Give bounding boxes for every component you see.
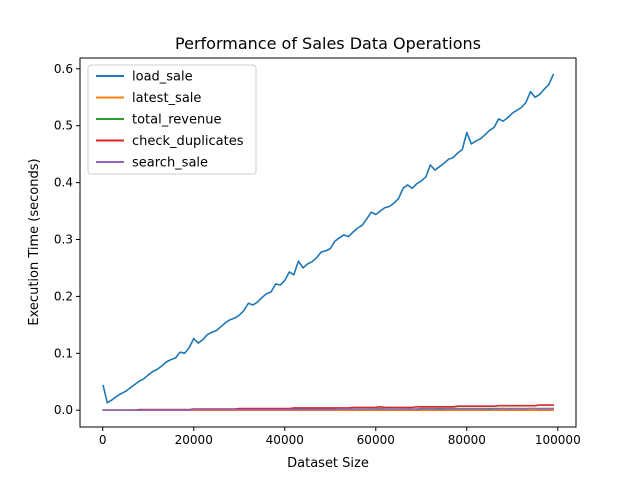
legend-box <box>87 64 257 175</box>
y-axis-label: Execution Time (seconds) <box>27 158 42 325</box>
legend-label-total-revenue: total_revenue <box>132 113 221 128</box>
legend: load_sale latest_sale total_revenue check_d… <box>87 64 257 175</box>
y-tick-label: 0.5 <box>54 119 73 133</box>
y-tick-label: 0.2 <box>54 289 73 303</box>
series-line-search-sale <box>102 407 555 412</box>
y-axis-ticks: 0.0 0.1 0.2 0.3 0.4 0.5 0.6 <box>54 62 80 417</box>
x-tick-label: 40000 <box>266 433 304 447</box>
x-tick-label: 0 <box>99 433 107 447</box>
y-tick-label: 0.6 <box>54 62 73 76</box>
legend-items: load_sale latest_sale total_revenue check_d… <box>96 70 244 171</box>
chart-title: Performance of Sales Data Operations <box>175 34 481 53</box>
y-tick-label: 0.0 <box>54 403 73 417</box>
x-tick-label: 80000 <box>448 433 486 447</box>
y-tick-label: 0.3 <box>54 233 73 247</box>
series-line-load-sale <box>102 73 555 404</box>
plot-lines <box>102 73 555 412</box>
legend-label-check-duplicates: check_duplicates <box>132 134 244 149</box>
legend-label-latest-sale: latest_sale <box>132 91 201 106</box>
y-tick-label: 0.4 <box>54 176 73 190</box>
legend-label-load-sale: load_sale <box>132 70 193 85</box>
y-tick-label: 0.1 <box>54 346 73 360</box>
x-tick-label: 60000 <box>357 433 395 447</box>
x-axis-ticks: 0 20000 40000 60000 80000 100000 <box>99 427 581 447</box>
x-axis-label: Dataset Size <box>287 456 369 471</box>
x-tick-label: 20000 <box>175 433 213 447</box>
legend-label-search-sale: search_sale <box>132 156 208 171</box>
axes-frame <box>79 57 577 428</box>
x-tick-label: 100000 <box>535 433 581 447</box>
